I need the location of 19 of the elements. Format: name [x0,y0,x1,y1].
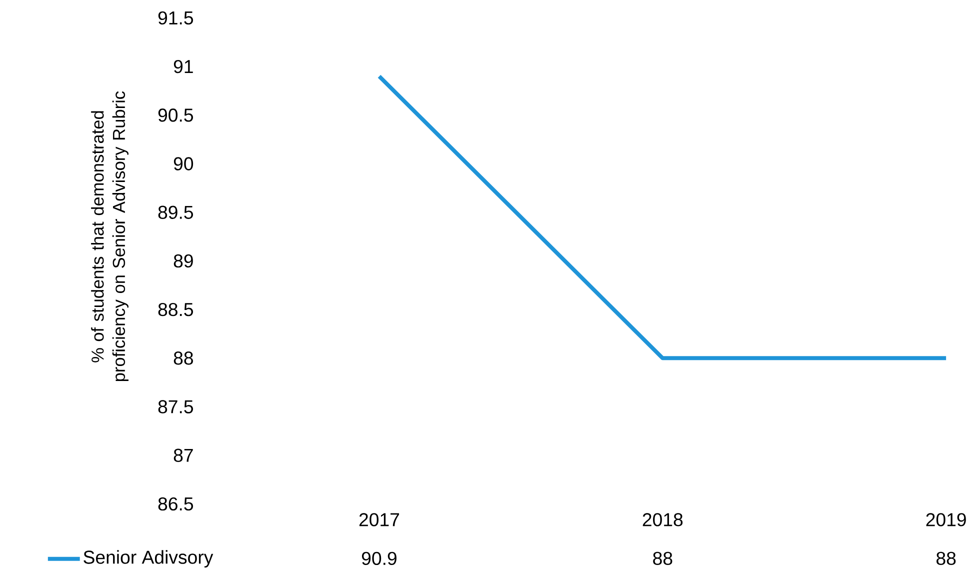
y-tick-label: 88.5 [158,303,193,316]
y-axis-title: % of students that demonstrated proficiency on Senior Advisory Rubric [91,91,128,382]
y-tick-label: 86.5 [158,497,193,511]
y-tick-label: 87 [174,448,193,462]
y-tick-label: 89.5 [158,206,193,220]
y-tick-label: 90 [174,157,194,170]
x-tick-label: 2017 [359,513,400,526]
data-label: 88 [936,552,956,566]
data-label: 90.9 [362,552,396,566]
y-tick-label: 91.5 [158,11,193,25]
x-tick-label: 2019 [926,513,966,526]
y-tick-label: 87.5 [158,400,193,414]
legend-label: Senior Adivsory [84,550,214,568]
y-tick-label: 90.5 [158,108,193,122]
y-tick-label: 91 [174,60,193,74]
y-tick-label: 88 [174,352,193,365]
data-label: 88 [653,552,672,566]
y-tick-label: 89 [174,254,193,268]
x-tick-label: 2018 [642,513,683,526]
